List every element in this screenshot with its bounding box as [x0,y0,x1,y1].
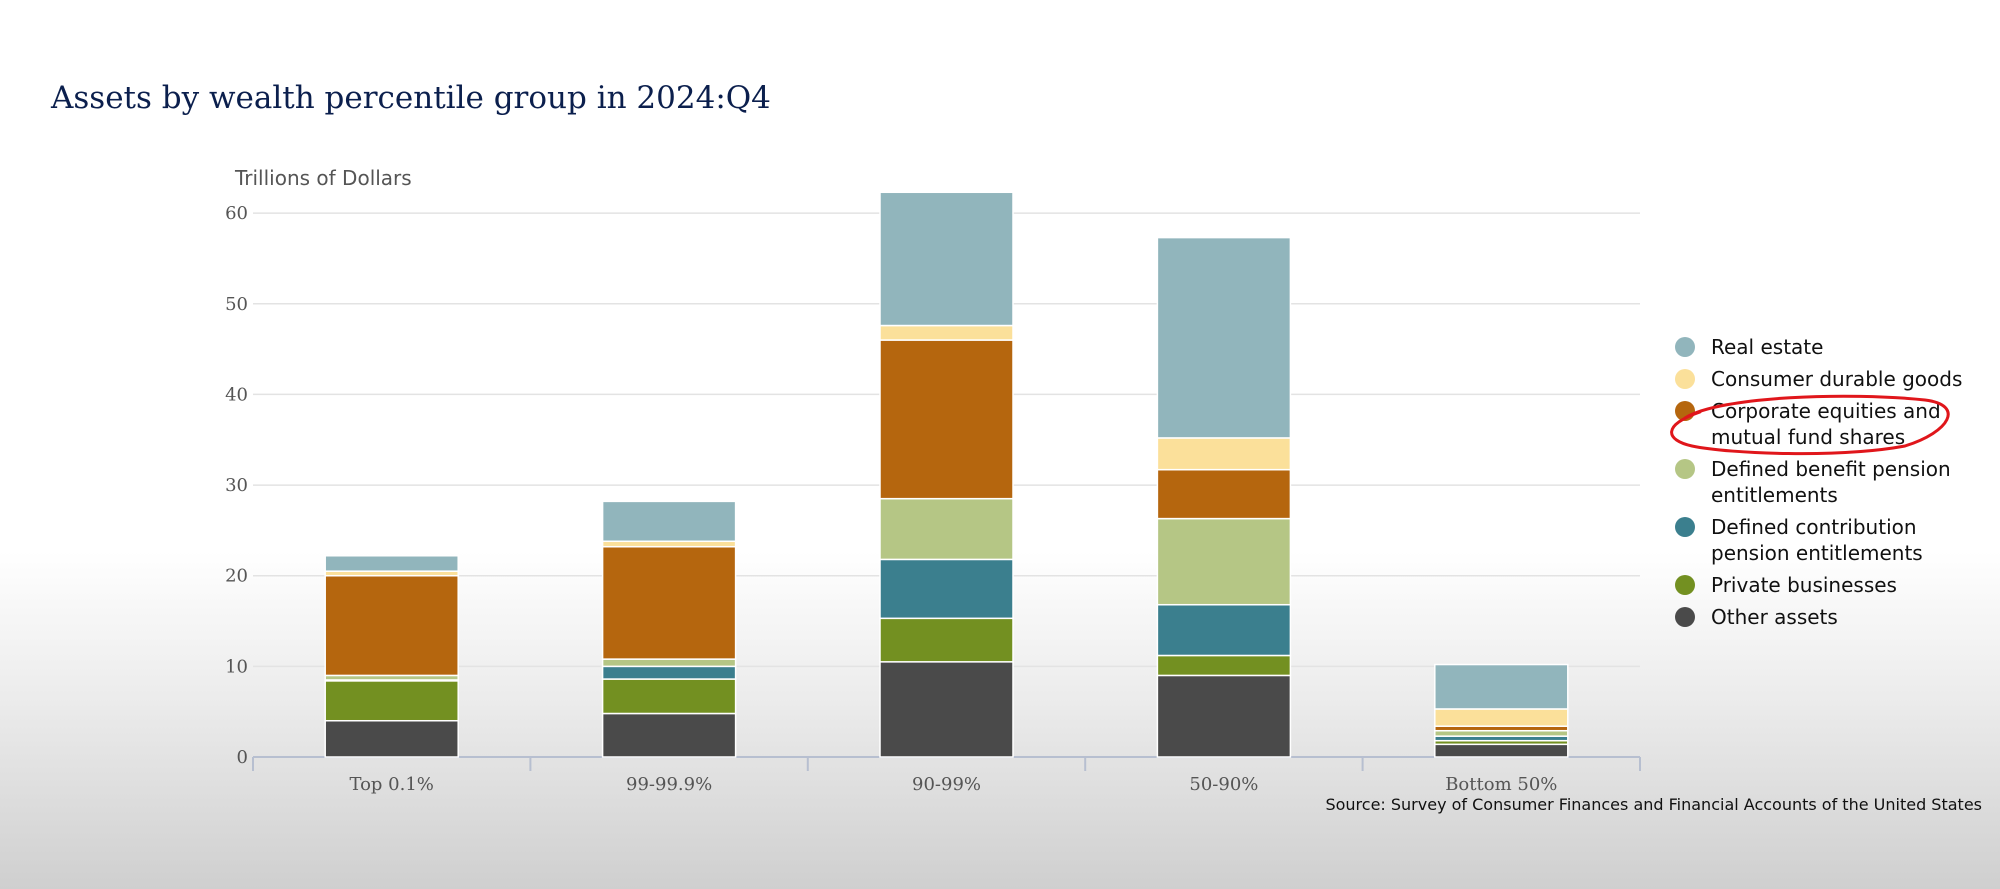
bar-segment [1156,236,1292,439]
legend-item: Real estate [1675,334,1995,360]
chart-legend: Real estate Consumer durable goods Corpora… [1675,334,1995,636]
y-tick-label: 40 [225,384,248,405]
legend-swatch [1675,401,1695,421]
legend-item: Defined contribution pension entitlement… [1675,514,1995,566]
legend-item: Corporate equities and mutual fund share… [1675,398,1995,450]
y-tick-label: 20 [225,566,248,587]
bar-segment [879,497,1014,561]
legend-swatch [1675,337,1695,357]
x-tick-label: 50-90% [1189,774,1258,795]
bar-segment [601,678,737,715]
bar-segment [324,555,459,572]
bar-segment [879,324,1014,341]
legend-label: Defined contribution pension entitlement… [1711,515,1923,565]
legend-item: Private businesses [1675,572,1995,598]
bar-segment [1156,674,1292,758]
x-tick-label: Bottom 50% [1445,774,1557,795]
legend-swatch [1675,459,1695,479]
bar-segment [324,719,459,758]
legend-swatch [1675,517,1695,537]
bar-segment [324,680,459,722]
bar-segment [601,658,737,668]
bar-segment [601,665,737,680]
y-tick-label: 10 [225,656,248,677]
bar-segment [1434,729,1569,737]
legend-swatch [1675,369,1695,389]
bar-segment [1434,708,1569,727]
bar-segment [879,339,1014,500]
bar-segment [1434,663,1569,710]
bar-segment [601,712,737,758]
y-tick-label: 60 [225,203,248,224]
bar-segment [1156,517,1292,606]
legend-label: Corporate equities and mutual fund share… [1711,399,1941,449]
source-note: Source: Survey of Consumer Finances and … [1325,795,1982,814]
legend-swatch [1675,607,1695,627]
x-tick-label: 99-99.9% [626,774,712,795]
legend-label: Real estate [1711,335,1824,359]
chart-title: Assets by wealth percentile group in 202… [51,80,771,116]
legend-item: Defined benefit pension entitlements [1675,456,1995,508]
legend-label: Consumer durable goods [1711,367,1963,391]
bar-segment [1156,603,1292,657]
x-tick-label: Top 0.1% [349,774,433,795]
y-tick-label: 50 [225,294,248,315]
legend-item: Consumer durable goods [1675,366,1995,392]
bar-segment [324,574,459,677]
legend-label: Other assets [1711,605,1838,629]
bar-segment [1156,468,1292,520]
bar-segment [879,617,1014,663]
bar-segment [601,545,737,660]
legend-label: Defined benefit pension entitlements [1711,457,1951,507]
bar-segment [1434,743,1569,758]
bar-segment [1156,654,1292,677]
y-axis-label: Trillions of Dollars [235,166,412,190]
bar-segment [601,500,737,543]
bar-segment [879,191,1014,327]
y-tick-label: 0 [237,747,248,768]
legend-swatch [1675,575,1695,595]
bar-segment [879,558,1014,620]
y-tick-label: 30 [225,475,248,496]
bar-segment [601,540,737,548]
legend-item: Other assets [1675,604,1995,630]
bar-segment [879,661,1014,758]
legend-label: Private businesses [1711,573,1897,597]
x-tick-label: 90-99% [912,774,981,795]
bar-segment [1156,437,1292,471]
